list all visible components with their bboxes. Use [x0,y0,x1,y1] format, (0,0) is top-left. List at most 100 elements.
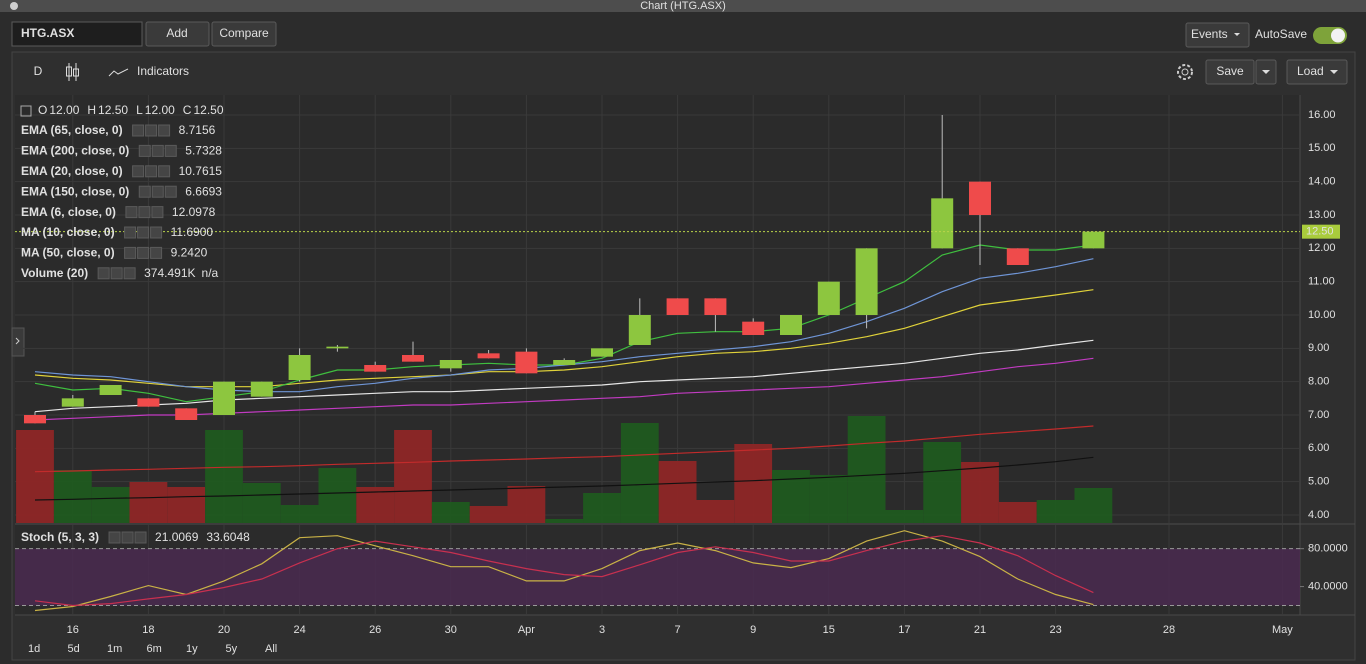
legend-icon [123,267,136,280]
load-button[interactable] [1286,59,1348,85]
candle-body [175,408,198,420]
legend-value: 374.491K [144,266,195,280]
events-button[interactable] [1185,22,1250,48]
indicators-button[interactable]: Indicators [137,64,189,78]
candle-body [402,355,424,362]
y-tick-label: 11.00 [1308,276,1335,288]
volume-bar [167,487,206,523]
x-tick-label: 20 [218,624,230,636]
y-tick-label: 8.00 [1308,376,1329,388]
candle-body [666,298,689,315]
candle-body [1006,248,1029,265]
legend-icon [138,144,151,157]
legend-icon [134,531,147,544]
ohlc-label: C [183,103,192,117]
volume-bar [847,416,886,523]
candle-body [591,348,613,357]
autosave-label: AutoSave [1255,27,1307,41]
x-tick-label: 30 [445,624,457,636]
volume-bar [356,487,395,523]
candle-body [24,415,46,424]
candle-body [855,248,878,315]
legend-value: 21.0069 [155,530,199,544]
title-bar [0,0,1366,12]
legend-icon [124,226,137,239]
volume-bar [129,482,168,523]
candle-icon[interactable] [66,63,79,81]
range-button[interactable]: 1y [186,643,198,655]
candle-body [439,360,462,369]
candle-body [1082,231,1105,249]
range-button[interactable]: 5d [68,643,80,655]
legend-icon [124,246,137,259]
y-tick-label: 7.00 [1308,409,1329,421]
candle-body [628,315,651,345]
legend-name: Volume (20) [21,266,88,280]
period-button[interactable]: D [34,64,43,78]
volume-bar [53,470,92,523]
legend-value: 10.7615 [179,164,223,178]
toggle-knob [1331,28,1345,43]
range-button[interactable]: 5y [226,643,238,655]
legend-value: 33.6048 [206,530,250,544]
add-button[interactable] [145,21,210,47]
legend-icon [132,165,145,178]
range-button[interactable]: 1d [28,643,40,655]
side-arrow [15,337,20,345]
legend-extra: n/a [202,266,219,280]
caret [1262,70,1270,74]
volume-bar [507,486,546,523]
collapse-box [20,105,32,117]
legend-icon [138,185,151,198]
compare-button[interactable] [211,21,277,47]
range-button[interactable]: 1m [107,643,122,655]
volume-bar [809,475,848,523]
save-button[interactable] [1205,59,1255,85]
volume-bar [583,493,621,523]
legend-icon [125,206,138,219]
indicator-line [34,425,1094,473]
y-tick-label: 9.00 [1308,342,1329,354]
y-tick-label: 6.00 [1308,442,1329,454]
y-tick-label: 13.00 [1308,209,1336,221]
candle-body [780,315,802,335]
plot: 16 18 20 24 26 30 Apr 3 7 9 15 17 21 23 28 May 4.00 5.00 6… [15,95,1348,655]
candle-body [250,381,273,397]
legend-icon [158,124,171,137]
volume-bar [620,423,659,523]
legend-value: 5.7328 [185,144,222,158]
candle-body [742,321,765,335]
settings-icon[interactable] [1177,64,1193,80]
x-tick-label: 28 [1163,624,1175,636]
candle-body [477,353,500,359]
ohlc-value: 12.50 [98,103,128,117]
x-tick-label: May [1272,624,1293,636]
legend-name: EMA (6, close, 0) [21,205,116,219]
add-label: Add [166,26,187,40]
candle-body [99,385,122,395]
symbol-input[interactable] [11,21,143,47]
range-button[interactable]: All [265,643,277,655]
legend-icon [151,185,164,198]
y-tick-label: 14.00 [1308,176,1336,188]
volume-bar [431,502,470,523]
legend-icon [151,206,164,219]
y-tick-label: 4.00 [1308,509,1329,521]
legend-icon [137,226,150,239]
x-tick-label: 15 [823,624,835,636]
candle-body [326,346,349,349]
ohlc-value: 12.00 [49,103,79,117]
range-button[interactable]: 6m [147,643,162,655]
y-tick-label: 12.00 [1308,242,1336,254]
legend-name: MA (50, close, 0) [21,246,115,260]
legend-icon [145,124,158,137]
volume-bar [318,468,357,523]
symbol-text: HTG.ASX [21,26,74,40]
legend-value: 6.6693 [185,184,222,198]
candle-body [515,351,538,374]
volume-bar [16,430,54,523]
x-tick-label: 9 [750,624,756,636]
candle-body [213,381,235,415]
legend-name: EMA (20, close, 0) [21,164,123,178]
